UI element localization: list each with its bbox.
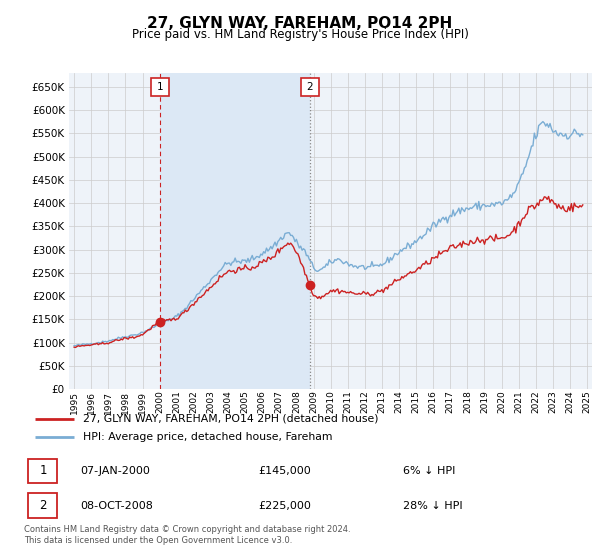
Text: 08-OCT-2008: 08-OCT-2008 <box>80 501 152 511</box>
Text: 1: 1 <box>39 464 47 478</box>
Bar <box>160 73 310 389</box>
Text: HPI: Average price, detached house, Fareham: HPI: Average price, detached house, Fare… <box>83 432 332 442</box>
Bar <box>28 493 58 518</box>
Text: 27, GLYN WAY, FAREHAM, PO14 2PH: 27, GLYN WAY, FAREHAM, PO14 2PH <box>148 16 452 31</box>
Text: 27, GLYN WAY, FAREHAM, PO14 2PH (detached house): 27, GLYN WAY, FAREHAM, PO14 2PH (detache… <box>83 414 378 423</box>
Text: 2: 2 <box>39 499 47 512</box>
Text: £145,000: £145,000 <box>259 466 311 476</box>
Text: 2: 2 <box>306 82 313 92</box>
Text: 28% ↓ HPI: 28% ↓ HPI <box>403 501 463 511</box>
Text: 07-JAN-2000: 07-JAN-2000 <box>80 466 149 476</box>
Text: Contains HM Land Registry data © Crown copyright and database right 2024.
This d: Contains HM Land Registry data © Crown c… <box>24 525 350 545</box>
Text: 1: 1 <box>157 82 163 92</box>
Text: 6% ↓ HPI: 6% ↓ HPI <box>403 466 456 476</box>
Text: £225,000: £225,000 <box>259 501 311 511</box>
Bar <box>28 459 58 483</box>
Text: Price paid vs. HM Land Registry's House Price Index (HPI): Price paid vs. HM Land Registry's House … <box>131 28 469 41</box>
